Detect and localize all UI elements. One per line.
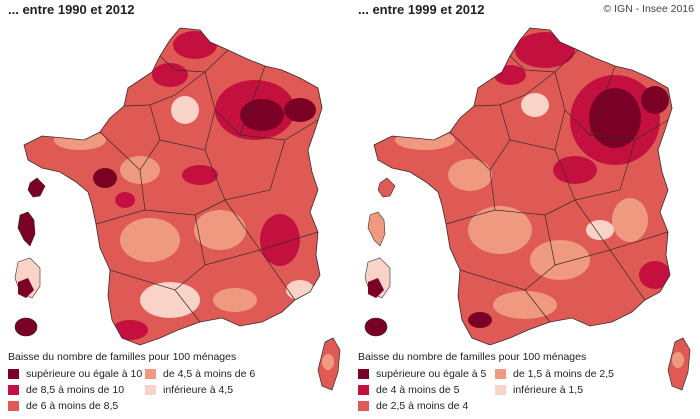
legend-title: Baisse du nombre de familles pour 100 mé…	[358, 351, 587, 363]
overseas-territories	[14, 177, 46, 337]
legend-swatch	[8, 385, 19, 395]
choropleth-map-1999-2012	[364, 27, 691, 391]
legend-swatch	[145, 369, 156, 379]
legend-swatch	[145, 385, 156, 395]
legend-swatch	[8, 401, 19, 411]
choropleth-map-1990-2012	[14, 27, 341, 391]
legend-item: de 6 à moins de 8,5	[8, 400, 118, 412]
legend-title: Baisse du nombre de familles pour 100 mé…	[8, 351, 237, 363]
legend-label: de 1,5 à moins de 2,5	[513, 368, 614, 380]
legend-item: de 4 à moins de 5	[358, 384, 459, 396]
legend-label: de 4,5 à moins de 6	[163, 368, 256, 380]
copyright-credit: © IGN - Insee 2016	[603, 3, 694, 15]
legend-label: inférieure à 1,5	[513, 384, 584, 396]
france-mainland-map	[23, 27, 323, 346]
legend-item: supérieure ou égale à 10	[8, 368, 142, 380]
map-panel-1990-2012: ... entre 1990 et 2012	[8, 2, 341, 412]
legend-item: de 8,5 à moins de 10	[8, 384, 124, 396]
overseas-territories	[364, 177, 396, 337]
legend-item: supérieure ou égale à 5	[358, 368, 486, 380]
legend-swatch	[358, 369, 369, 379]
legend-label: supérieure ou égale à 5	[376, 368, 487, 380]
legend-label: de 2,5 à moins de 4	[376, 400, 469, 412]
legend-swatch	[495, 385, 506, 395]
map-panel-1999-2012: ... entre 1999 et 2012 © IGN - Insee 201…	[350, 0, 700, 419]
legend-item: inférieure à 1,5	[495, 384, 583, 396]
legend-label: de 8,5 à moins de 10	[26, 384, 125, 396]
map-title: ... entre 1999 et 2012	[358, 2, 485, 17]
legend-item: de 4,5 à moins de 6	[145, 368, 255, 380]
legend-item: de 2,5 à moins de 4	[358, 400, 468, 412]
corsica-map	[317, 337, 341, 391]
france-mainland-map	[373, 27, 673, 346]
map-title: ... entre 1990 et 2012	[8, 2, 135, 17]
corsica-map	[667, 337, 691, 391]
legend-label: supérieure ou égale à 10	[26, 368, 143, 380]
legend-item: de 1,5 à moins de 2,5	[495, 368, 614, 380]
legend-swatch	[495, 369, 506, 379]
legend-swatch	[358, 401, 369, 411]
legend-label: inférieure à 4,5	[163, 384, 234, 396]
legend-item: inférieure à 4,5	[145, 384, 233, 396]
legend-label: de 4 à moins de 5	[376, 384, 460, 396]
legend-label: de 6 à moins de 8,5	[26, 400, 119, 412]
legend-swatch	[358, 385, 369, 395]
legend-swatch	[8, 369, 19, 379]
